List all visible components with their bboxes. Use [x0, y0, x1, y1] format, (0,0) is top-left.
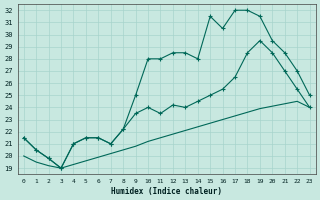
X-axis label: Humidex (Indice chaleur): Humidex (Indice chaleur)	[111, 187, 222, 196]
